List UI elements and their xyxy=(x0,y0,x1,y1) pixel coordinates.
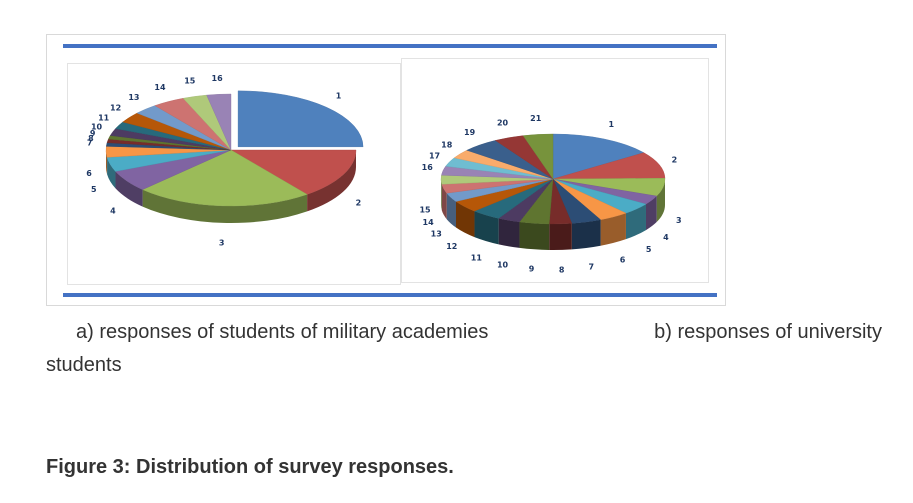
pie-a-label-4: 4 xyxy=(110,207,116,216)
pie-b-label-11: 11 xyxy=(471,253,483,262)
pie-a-slice-16 xyxy=(206,93,232,151)
pie-a-label-7: 7 xyxy=(87,138,93,147)
pie-b-side-15 xyxy=(441,179,442,211)
pie-b-label-19: 19 xyxy=(464,128,476,137)
pie-b-side-3 xyxy=(656,179,665,223)
pie-b-label-4: 4 xyxy=(663,233,669,242)
pie-b-label-3: 3 xyxy=(676,216,682,225)
pie-b-label-5: 5 xyxy=(646,245,652,254)
pie-a-side-6 xyxy=(106,150,108,175)
pie-a-slice-3 xyxy=(142,149,308,207)
pie-b-side-12 xyxy=(456,201,475,238)
pie-a-label-8: 8 xyxy=(88,134,94,143)
pie-b-label-2: 2 xyxy=(672,155,678,164)
pie-a-label-15: 15 xyxy=(184,77,196,86)
pie-a-label-16: 16 xyxy=(212,74,224,83)
chart-panel-b: 1 2 3 4 5 6 7 8 9 10 11 12 13 14 15 16 17 18 19 20 21 xyxy=(401,58,709,283)
pie-a-label-9: 9 xyxy=(90,129,96,138)
pie-a-slice-1 xyxy=(237,90,364,148)
pie-a-side-5 xyxy=(107,157,116,189)
pie-a-label-14: 14 xyxy=(154,83,166,92)
pie-b-label-21: 21 xyxy=(530,114,542,123)
pie-a-label-12: 12 xyxy=(110,104,121,113)
pie-b-side-9 xyxy=(519,221,550,250)
pie-b-label-15: 15 xyxy=(419,206,431,215)
pie-b-side-7 xyxy=(571,219,601,250)
pie-a-label-11: 11 xyxy=(98,114,110,123)
pie-b-label-7: 7 xyxy=(589,263,595,272)
pie-b-label-10: 10 xyxy=(497,261,509,270)
pie-a-slice-2 xyxy=(230,149,357,195)
pie-b-side-5 xyxy=(625,204,646,240)
pie-b-side-11 xyxy=(474,211,499,245)
pie-b-label-14: 14 xyxy=(423,218,435,227)
figure-caption: a) responses of students of military aca… xyxy=(46,316,886,382)
pie-b-side-8 xyxy=(549,223,572,250)
pie-b-label-13: 13 xyxy=(431,229,442,238)
pie-a-label-3: 3 xyxy=(219,238,225,247)
caption-b: b) responses of university xyxy=(654,321,882,343)
pie-a-side-2 xyxy=(307,150,356,212)
top-blue-rule xyxy=(63,44,717,48)
pie-a-label-10: 10 xyxy=(91,122,103,131)
figure-title: Figure 3: Distribution of survey respons… xyxy=(46,456,454,478)
pie-b-label-8: 8 xyxy=(559,265,565,274)
bottom-blue-rule xyxy=(63,293,717,297)
pie-a-label-1: 1 xyxy=(336,91,342,100)
pie-b-label-18: 18 xyxy=(441,141,453,150)
pie-b-label-12: 12 xyxy=(446,242,457,251)
pie-a-label-6: 6 xyxy=(86,169,92,178)
figure-frame: 1 2 3 4 5 6 7 8 9 10 11 12 13 14 15 16 1 2 3 4 5 6 7 8 9 10 11 12 1… xyxy=(46,34,726,306)
pie-b-slice-1 xyxy=(552,133,645,180)
pie-a-label-5: 5 xyxy=(91,185,97,194)
pie-b-label-20: 20 xyxy=(497,118,509,127)
pie-a-label-2: 2 xyxy=(356,198,362,207)
chart-panel-a: 1 2 3 4 5 6 7 8 9 10 11 12 13 14 15 16 xyxy=(67,63,401,285)
pie-b-side-13 xyxy=(446,193,457,228)
pie-b-side-10 xyxy=(498,218,520,248)
pie-b-label-16: 16 xyxy=(422,163,434,172)
pie-b-label-6: 6 xyxy=(620,256,626,265)
pie-b-label-1: 1 xyxy=(609,120,615,129)
pie-b-label-9: 9 xyxy=(529,265,535,274)
caption-wrap: students xyxy=(46,354,122,376)
pie-a-label-13: 13 xyxy=(128,93,139,102)
pie-b-slice-21 xyxy=(522,133,554,180)
pie-b-side-4 xyxy=(645,196,657,231)
pie-b-side-6 xyxy=(600,213,626,246)
pie-a-side-4 xyxy=(115,171,143,207)
pie-b-label-17: 17 xyxy=(429,151,440,160)
pie-a-side-3 xyxy=(142,189,308,223)
caption-a: a) responses of students of military aca… xyxy=(76,321,489,343)
pie-b-side-14 xyxy=(441,184,447,220)
